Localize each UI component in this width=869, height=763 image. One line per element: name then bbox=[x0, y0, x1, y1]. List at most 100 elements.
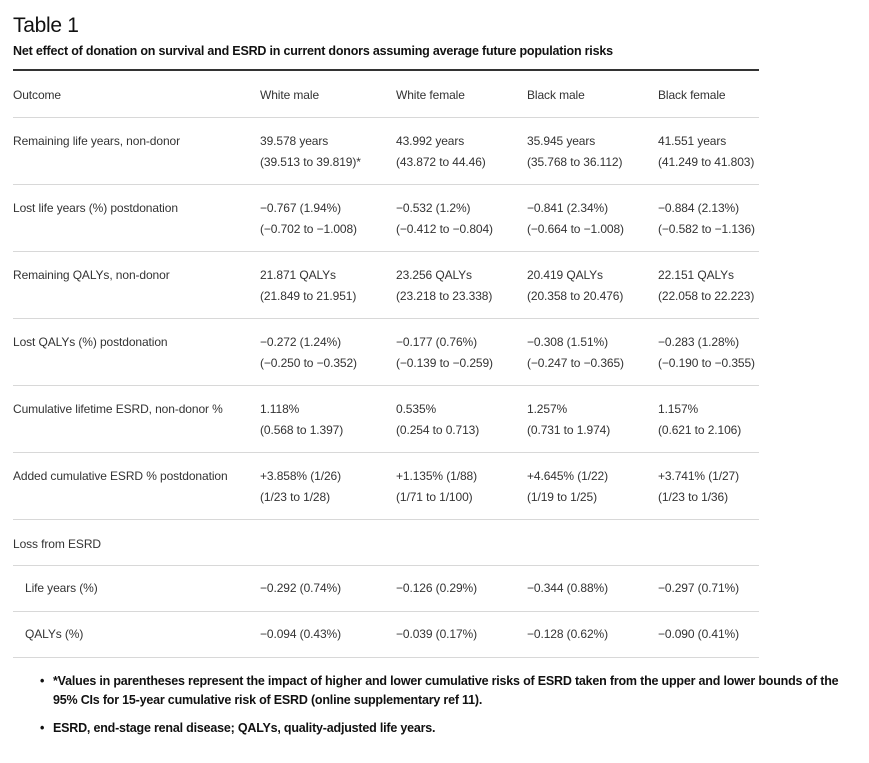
value-cell: −0.297 (0.71%) bbox=[658, 565, 759, 612]
cell-range: (21.849 to 21.951) bbox=[260, 288, 357, 303]
row-label: Lost life years (%) postdonation bbox=[13, 200, 178, 215]
cell-value: 0.535% bbox=[396, 401, 437, 416]
cell-value: 21.871 QALYs bbox=[260, 267, 336, 282]
cell-value: −0.292 (0.74%) bbox=[260, 580, 341, 595]
cell-value: −0.884 (2.13%) bbox=[658, 200, 739, 215]
row-label: Added cumulative ESRD % postdonation bbox=[13, 468, 228, 483]
value-cell: −0.283 (1.28%) (−0.190 to −0.355) bbox=[658, 318, 759, 386]
value-cell: 41.551 years (41.249 to 41.803) bbox=[658, 117, 759, 185]
header-cell-black-female: Black female bbox=[658, 71, 759, 118]
empty-cell bbox=[260, 519, 396, 566]
value-cell: −0.126 (0.29%) bbox=[396, 565, 527, 612]
cell-value: 43.992 years bbox=[396, 133, 465, 148]
table-row: Lost life years (%) postdonation −0.767 (… bbox=[13, 184, 759, 252]
cell-range: (−0.582 to −1.136) bbox=[658, 221, 755, 236]
cell-value: −0.126 (0.29%) bbox=[396, 580, 477, 595]
value-cell: −0.039 (0.17%) bbox=[396, 611, 527, 658]
footnote: • ESRD, end-stage renal disease; QALYs, q… bbox=[40, 719, 855, 738]
cell-value: 23.256 QALYs bbox=[396, 267, 472, 282]
empty-cell bbox=[396, 519, 527, 566]
row-label: Cumulative lifetime ESRD, non-donor % bbox=[13, 401, 223, 416]
value-cell: 23.256 QALYs (23.218 to 23.338) bbox=[396, 251, 527, 319]
row-label-cell: Lost life years (%) postdonation bbox=[13, 184, 260, 252]
row-label: Remaining life years, non-donor bbox=[13, 133, 180, 148]
cell-range: (0.621 to 2.106) bbox=[658, 422, 742, 437]
table-subrow: QALYs (%) −0.094 (0.43%) −0.039 (0.17%) −0.… bbox=[13, 611, 759, 658]
table-subrow: Life years (%) −0.292 (0.74%) −0.126 (0.29… bbox=[13, 565, 759, 612]
cell-range: (43.872 to 44.46) bbox=[396, 154, 486, 169]
header-cell-outcome: Outcome bbox=[13, 71, 260, 118]
row-label-cell: Added cumulative ESRD % postdonation bbox=[13, 452, 260, 520]
cell-range: (−0.190 to −0.355) bbox=[658, 355, 755, 370]
header-row: Outcome White male White female Black ma… bbox=[13, 71, 759, 118]
cell-range: (20.358 to 20.476) bbox=[527, 288, 624, 303]
value-cell: 1.257% (0.731 to 1.974) bbox=[527, 385, 658, 453]
cell-range: (−0.250 to −0.352) bbox=[260, 355, 357, 370]
cell-value: −0.841 (2.34%) bbox=[527, 200, 608, 215]
cell-range: (0.731 to 1.974) bbox=[527, 422, 611, 437]
row-label-cell: Remaining QALYs, non-donor bbox=[13, 251, 260, 319]
cell-range: (0.254 to 0.713) bbox=[396, 422, 480, 437]
footnote-text: *Values in parentheses represent the imp… bbox=[53, 674, 839, 707]
cell-value: +1.135% (1/88) bbox=[396, 468, 477, 483]
value-cell: −0.094 (0.43%) bbox=[260, 611, 396, 658]
cell-range: (1/19 to 1/25) bbox=[527, 489, 597, 504]
table-row: Remaining life years, non-donor 39.578 ye… bbox=[13, 117, 759, 185]
cell-value: −0.308 (1.51%) bbox=[527, 334, 608, 349]
value-cell: +4.645% (1/22) (1/19 to 1/25) bbox=[527, 452, 658, 520]
cell-value: 1.257% bbox=[527, 401, 568, 416]
cell-value: −0.272 (1.24%) bbox=[260, 334, 341, 349]
cell-range: (23.218 to 23.338) bbox=[396, 288, 493, 303]
value-cell: +3.741% (1/27) (1/23 to 1/36) bbox=[658, 452, 759, 520]
cell-range: (35.768 to 36.112) bbox=[527, 154, 623, 169]
value-cell: 0.535% (0.254 to 0.713) bbox=[396, 385, 527, 453]
value-cell: −0.532 (1.2%) (−0.412 to −0.804) bbox=[396, 184, 527, 252]
table-row: Remaining QALYs, non-donor 21.871 QALYs (2… bbox=[13, 251, 759, 319]
cell-range: (−0.139 to −0.259) bbox=[396, 355, 493, 370]
cell-value: 1.157% bbox=[658, 401, 699, 416]
subrow-label-cell: QALYs (%) bbox=[13, 611, 260, 658]
table-footnotes: • *Values in parentheses represent the im… bbox=[40, 672, 855, 747]
cell-value: −0.344 (0.88%) bbox=[527, 580, 608, 595]
cell-range: (22.058 to 22.223) bbox=[658, 288, 755, 303]
value-cell: −0.128 (0.62%) bbox=[527, 611, 658, 658]
value-cell: 1.118% (0.568 to 1.397) bbox=[260, 385, 396, 453]
row-label-cell: Cumulative lifetime ESRD, non-donor % bbox=[13, 385, 260, 453]
value-cell: −0.177 (0.76%) (−0.139 to −0.259) bbox=[396, 318, 527, 386]
bullet-icon: • bbox=[40, 721, 45, 735]
footnote-text: ESRD, end-stage renal disease; QALYs, qu… bbox=[53, 721, 436, 735]
cell-range: (0.568 to 1.397) bbox=[260, 422, 344, 437]
table-title: Table 1 bbox=[13, 14, 79, 37]
cell-value: −0.767 (1.94%) bbox=[260, 200, 341, 215]
value-cell: −0.090 (0.41%) bbox=[658, 611, 759, 658]
cell-value: −0.297 (0.71%) bbox=[658, 580, 739, 595]
value-cell: −0.308 (1.51%) (−0.247 to −0.365) bbox=[527, 318, 658, 386]
group-label: Loss from ESRD bbox=[13, 536, 101, 551]
cell-value: −0.090 (0.41%) bbox=[658, 626, 739, 641]
cell-value: 1.118% bbox=[260, 401, 300, 416]
subrow-label: Life years (%) bbox=[25, 580, 98, 595]
cell-value: −0.094 (0.43%) bbox=[260, 626, 341, 641]
data-table: Outcome White male White female Black ma… bbox=[13, 71, 759, 658]
cell-range: (−0.702 to −1.008) bbox=[260, 221, 357, 236]
group-row: Loss from ESRD bbox=[13, 519, 759, 566]
bullet-icon: • bbox=[40, 674, 45, 688]
table-row: Cumulative lifetime ESRD, non-donor % 1.1… bbox=[13, 385, 759, 453]
value-cell: 39.578 years (39.513 to 39.819)* bbox=[260, 117, 396, 185]
value-cell: +1.135% (1/88) (1/71 to 1/100) bbox=[396, 452, 527, 520]
cell-value: −0.128 (0.62%) bbox=[527, 626, 608, 641]
data-table-container: Outcome White male White female Black ma… bbox=[13, 69, 759, 658]
value-cell: −0.841 (2.34%) (−0.664 to −1.008) bbox=[527, 184, 658, 252]
cell-value: 41.551 years bbox=[658, 133, 727, 148]
cell-value: −0.039 (0.17%) bbox=[396, 626, 477, 641]
subrow-label-cell: Life years (%) bbox=[13, 565, 260, 612]
row-label-cell: Lost QALYs (%) postdonation bbox=[13, 318, 260, 386]
header-cell-white-male: White male bbox=[260, 71, 396, 118]
cell-range: (−0.247 to −0.365) bbox=[527, 355, 624, 370]
header-cell-black-male: Black male bbox=[527, 71, 658, 118]
cell-value: +3.741% (1/27) bbox=[658, 468, 739, 483]
value-cell: −0.272 (1.24%) (−0.250 to −0.352) bbox=[260, 318, 396, 386]
cell-range: (1/71 to 1/100) bbox=[396, 489, 473, 504]
value-cell: +3.858% (1/26) (1/23 to 1/28) bbox=[260, 452, 396, 520]
cell-value: 35.945 years bbox=[527, 133, 596, 148]
